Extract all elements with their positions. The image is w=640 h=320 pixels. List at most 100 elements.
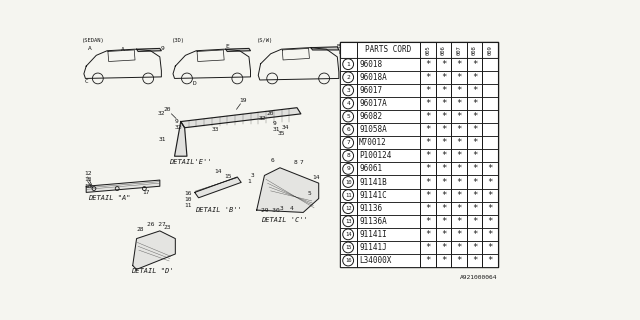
Text: 17: 17: [142, 190, 150, 195]
Text: (S/W): (S/W): [257, 38, 273, 43]
Text: *: *: [426, 230, 431, 239]
Text: *: *: [441, 138, 446, 147]
Text: 91136A: 91136A: [359, 217, 387, 226]
Text: 13: 13: [345, 219, 351, 224]
Text: *: *: [426, 138, 431, 147]
Text: 96017A: 96017A: [359, 99, 387, 108]
Text: 007: 007: [456, 45, 461, 55]
Text: DETAIL 'C'': DETAIL 'C'': [260, 217, 307, 223]
Text: *: *: [472, 164, 477, 173]
Text: A921000064: A921000064: [460, 275, 498, 280]
Text: *: *: [426, 243, 431, 252]
Text: *: *: [426, 73, 431, 82]
Text: 20: 20: [164, 107, 172, 112]
Text: *: *: [456, 191, 461, 200]
Polygon shape: [86, 180, 160, 192]
Text: *: *: [472, 256, 477, 265]
Text: *: *: [441, 112, 446, 121]
Text: 91141J: 91141J: [359, 243, 387, 252]
Text: *: *: [441, 256, 446, 265]
Text: *: *: [456, 178, 461, 187]
Text: 26 27: 26 27: [147, 221, 165, 227]
Text: *: *: [472, 243, 477, 252]
Text: 7: 7: [300, 160, 304, 165]
Text: 11: 11: [345, 193, 351, 197]
Text: *: *: [426, 151, 431, 160]
Text: 19: 19: [239, 98, 246, 103]
Text: *: *: [441, 73, 446, 82]
Text: 32: 32: [157, 111, 165, 116]
Text: *: *: [456, 86, 461, 95]
Text: *: *: [456, 243, 461, 252]
Text: 5: 5: [346, 114, 350, 119]
Text: 3: 3: [250, 173, 254, 178]
Text: 6: 6: [271, 157, 275, 163]
Bar: [340, 42, 498, 267]
Text: *: *: [456, 125, 461, 134]
Text: 10: 10: [184, 197, 191, 202]
Text: *: *: [441, 204, 446, 213]
Bar: [340, 215, 498, 228]
Text: 28: 28: [136, 227, 144, 232]
Text: *: *: [472, 204, 477, 213]
Text: 3: 3: [346, 88, 350, 93]
Text: (3D): (3D): [172, 38, 184, 43]
Text: M70012: M70012: [359, 138, 387, 147]
Text: (SEDAN): (SEDAN): [83, 38, 105, 43]
Text: *: *: [472, 99, 477, 108]
Text: *: *: [441, 178, 446, 187]
Text: *: *: [487, 243, 493, 252]
Bar: [340, 123, 498, 136]
Text: 008: 008: [472, 45, 477, 55]
Text: *: *: [426, 125, 431, 134]
Text: B: B: [337, 44, 340, 49]
Bar: [340, 97, 498, 110]
Text: *: *: [441, 217, 446, 226]
Bar: [340, 58, 498, 71]
Text: *: *: [487, 178, 493, 187]
Text: 91141I: 91141I: [359, 230, 387, 239]
Text: DETAIL "D': DETAIL "D': [131, 268, 173, 274]
Text: DETAIL 'B'': DETAIL 'B'': [195, 207, 241, 213]
Text: *: *: [441, 99, 446, 108]
Text: *: *: [456, 204, 461, 213]
Text: 96061: 96061: [359, 164, 382, 173]
Text: C: C: [84, 79, 88, 84]
Text: *: *: [472, 112, 477, 121]
Text: 12: 12: [345, 206, 351, 211]
Text: 8: 8: [346, 153, 350, 158]
Polygon shape: [257, 168, 319, 212]
Text: 3: 3: [280, 206, 284, 211]
Bar: [340, 71, 498, 84]
Text: *: *: [487, 204, 493, 213]
Polygon shape: [226, 48, 250, 52]
Text: *: *: [456, 230, 461, 239]
Text: 31: 31: [159, 137, 166, 142]
Polygon shape: [136, 48, 161, 52]
Text: DETAIL "A": DETAIL "A": [88, 195, 131, 201]
Text: *: *: [472, 191, 477, 200]
Text: 96018: 96018: [359, 60, 382, 69]
Text: 15: 15: [345, 245, 351, 250]
Text: 005: 005: [426, 45, 431, 55]
Text: 7: 7: [346, 140, 350, 145]
Text: 1: 1: [346, 62, 350, 67]
Text: *: *: [456, 256, 461, 265]
Text: *: *: [472, 86, 477, 95]
Text: 9: 9: [272, 121, 276, 126]
Text: A: A: [88, 46, 92, 51]
Text: *: *: [426, 256, 431, 265]
Text: *: *: [472, 138, 477, 147]
Text: 23: 23: [164, 225, 172, 229]
Text: *: *: [426, 112, 431, 121]
Text: *: *: [472, 230, 477, 239]
Text: 2: 2: [346, 75, 350, 80]
Text: 13: 13: [84, 177, 92, 182]
Text: 4: 4: [346, 101, 350, 106]
Text: 9: 9: [175, 119, 179, 124]
Polygon shape: [311, 47, 339, 50]
Text: 009: 009: [488, 45, 492, 55]
Bar: [340, 188, 498, 202]
Bar: [340, 228, 498, 241]
Polygon shape: [195, 177, 241, 198]
